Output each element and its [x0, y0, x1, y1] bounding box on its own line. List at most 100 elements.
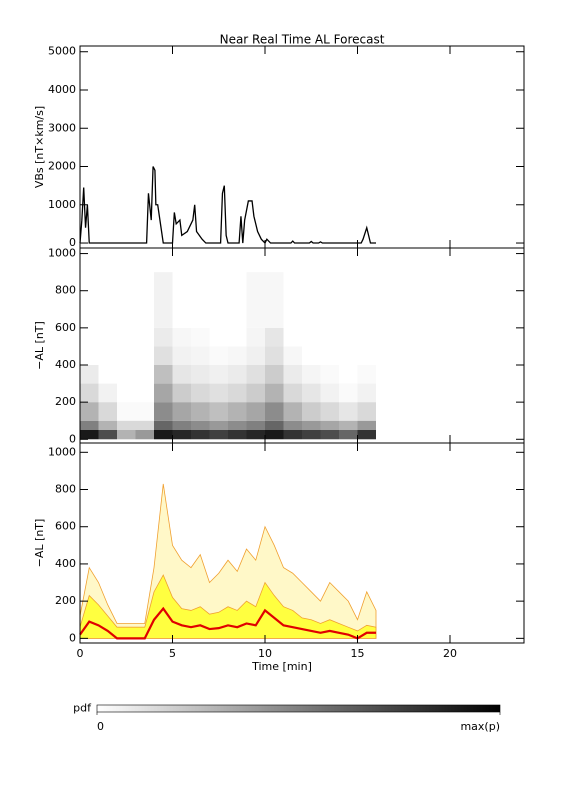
pdf-cell: [98, 365, 117, 384]
y-tick-label: 1000: [48, 445, 76, 458]
x-tick-label: 20: [443, 647, 457, 660]
pdf-cell: [320, 272, 339, 328]
pdf-cell: [135, 272, 154, 328]
pdf-cell: [357, 402, 376, 421]
y-tick-label: 0: [69, 236, 76, 249]
pdf-cell: [283, 430, 302, 440]
pdf-cell: [246, 402, 265, 421]
pdf-cell: [209, 430, 228, 440]
pdf-cell: [154, 272, 173, 328]
pdf-cell: [117, 272, 136, 328]
pdf-cell: [320, 420, 339, 430]
pdf-cell: [117, 383, 136, 403]
pdf-cell: [357, 430, 376, 440]
pdf-cell: [117, 346, 136, 365]
pdf-cell: [191, 402, 210, 421]
pdf-cell: [265, 420, 284, 430]
chart-title: Near Real Time AL Forecast: [220, 33, 385, 47]
pdf-cell: [98, 327, 117, 347]
pdf-cell: [228, 430, 247, 440]
colorbar-label: pdf: [73, 702, 92, 715]
pdf-cell: [98, 346, 117, 365]
pdf-cell: [357, 420, 376, 430]
y-axis-label: −AL [nT]: [33, 321, 46, 370]
y-tick-label: 4000: [48, 83, 76, 96]
pdf-cell: [339, 365, 358, 384]
pdf-cell: [172, 402, 191, 421]
y-tick-label: 400: [55, 557, 76, 570]
pdf-cell: [228, 365, 247, 384]
pdf-cell: [80, 383, 99, 403]
pdf-cell: [80, 420, 99, 430]
pdf-cell: [172, 430, 191, 440]
pdf-cell: [283, 402, 302, 421]
y-tick-label: 3000: [48, 121, 76, 134]
pdf-cell: [172, 383, 191, 403]
pdf-cell: [283, 346, 302, 365]
pdf-cell: [339, 420, 358, 430]
pdf-cell: [246, 420, 265, 430]
pdf-cell: [246, 430, 265, 440]
pdf-cell: [246, 327, 265, 347]
pdf-cell: [228, 420, 247, 430]
pdf-cell: [209, 420, 228, 430]
pdf-cell: [283, 365, 302, 384]
pdf-cell: [265, 430, 284, 440]
pdf-cell: [339, 402, 358, 421]
y-tick-label: 800: [55, 284, 76, 297]
pdf-cell: [172, 365, 191, 384]
y-axis-label: −AL [nT]: [33, 519, 46, 568]
pdf-cell: [154, 420, 173, 430]
pdf-cell: [191, 327, 210, 347]
pdf-cell: [357, 383, 376, 403]
pdf-cell: [283, 420, 302, 430]
pdf-cell: [191, 420, 210, 430]
pdf-cell: [265, 272, 284, 328]
pdf-cell: [191, 430, 210, 440]
median-line: [79, 606, 376, 640]
x-tick-label: 0: [77, 647, 84, 660]
pdf-cell: [228, 383, 247, 403]
pdf-cell: [265, 327, 284, 347]
pdf-cell: [154, 402, 173, 421]
pdf-cell: [191, 365, 210, 384]
y-tick-label: 1000: [48, 247, 76, 260]
pdf-cell: [265, 402, 284, 421]
pdf-cell: [302, 420, 321, 430]
pdf-cell: [135, 383, 154, 403]
pdf-cell: [209, 365, 228, 384]
y-tick-label: 200: [55, 395, 76, 408]
pdf-cell: [98, 272, 117, 328]
pdf-cell: [246, 272, 265, 328]
pdf-cell: [302, 430, 321, 440]
y-tick-label: 600: [55, 321, 76, 334]
pdf-cell: [357, 327, 376, 347]
vbs-line: [79, 166, 376, 245]
x-axis-label: Time [min]: [251, 660, 312, 673]
pdf-cell: [265, 346, 284, 365]
pdf-cell: [228, 272, 247, 328]
pdf-cell: [246, 346, 265, 365]
pdf-cell: [135, 346, 154, 365]
pdf-cell: [339, 383, 358, 403]
pdf-cell: [191, 346, 210, 365]
pdf-cell: [283, 327, 302, 347]
pdf-cell: [135, 402, 154, 421]
pdf-cell: [228, 402, 247, 421]
pdf-cell: [357, 272, 376, 328]
y-tick-label: 0: [69, 432, 76, 445]
panel-frame: [79, 442, 525, 644]
pdf-cell: [98, 402, 117, 421]
y-tick-label: 800: [55, 483, 76, 496]
pdf-cell: [117, 402, 136, 421]
pdf-cell: [246, 365, 265, 384]
pdf-cell: [191, 383, 210, 403]
pdf-cell: [339, 346, 358, 365]
pdf-cell: [98, 383, 117, 403]
pdf-cell: [209, 272, 228, 328]
pdf-cell: [246, 383, 265, 403]
panel-frame: [79, 45, 525, 249]
y-tick-label: 0: [69, 631, 76, 644]
pdf-cell: [209, 327, 228, 347]
pdf-cell: [320, 346, 339, 365]
